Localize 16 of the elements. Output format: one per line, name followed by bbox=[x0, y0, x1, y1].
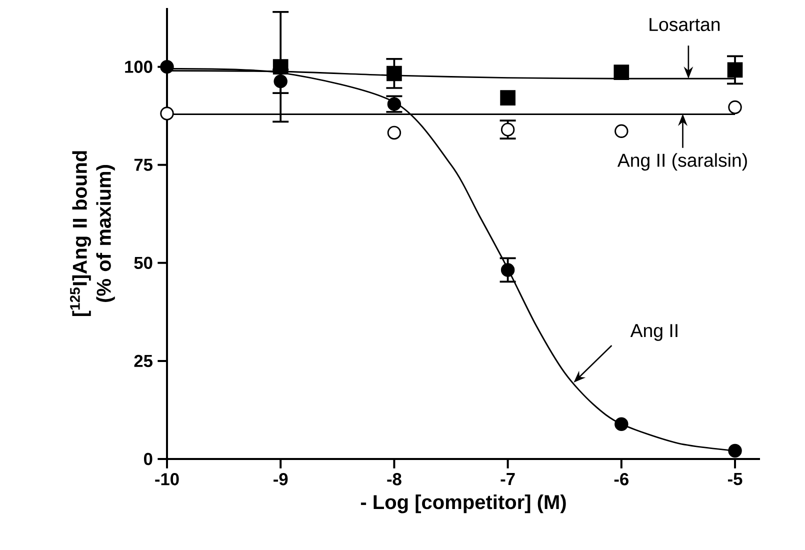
y-tick-label: 75 bbox=[134, 158, 152, 171]
annotation: Ang II (saralsin) bbox=[617, 153, 747, 171]
annotation: Losartan bbox=[650, 18, 720, 32]
x-tick-label: -7 bbox=[500, 473, 515, 485]
x-tick-label: -9 bbox=[274, 473, 288, 486]
x-tick-label: -8 bbox=[387, 473, 402, 486]
x-tick-label: -6 bbox=[614, 473, 628, 486]
x-axis-title: - Log [competitor] (M) bbox=[360, 494, 566, 514]
x-tick-label: -5 bbox=[728, 473, 742, 486]
y-tick-label: 50 bbox=[134, 256, 152, 270]
x-tick-label: -10 bbox=[155, 473, 179, 486]
y-axis-title: [$^{125}$I]Ang II bound (% of maxium) bbox=[70, 151, 115, 316]
y-tick-label: 0 bbox=[144, 452, 152, 466]
annotation: Ang II bbox=[630, 324, 678, 341]
y-tick-label: 25 bbox=[134, 354, 152, 368]
y-tick-label: 100 bbox=[125, 60, 152, 73]
